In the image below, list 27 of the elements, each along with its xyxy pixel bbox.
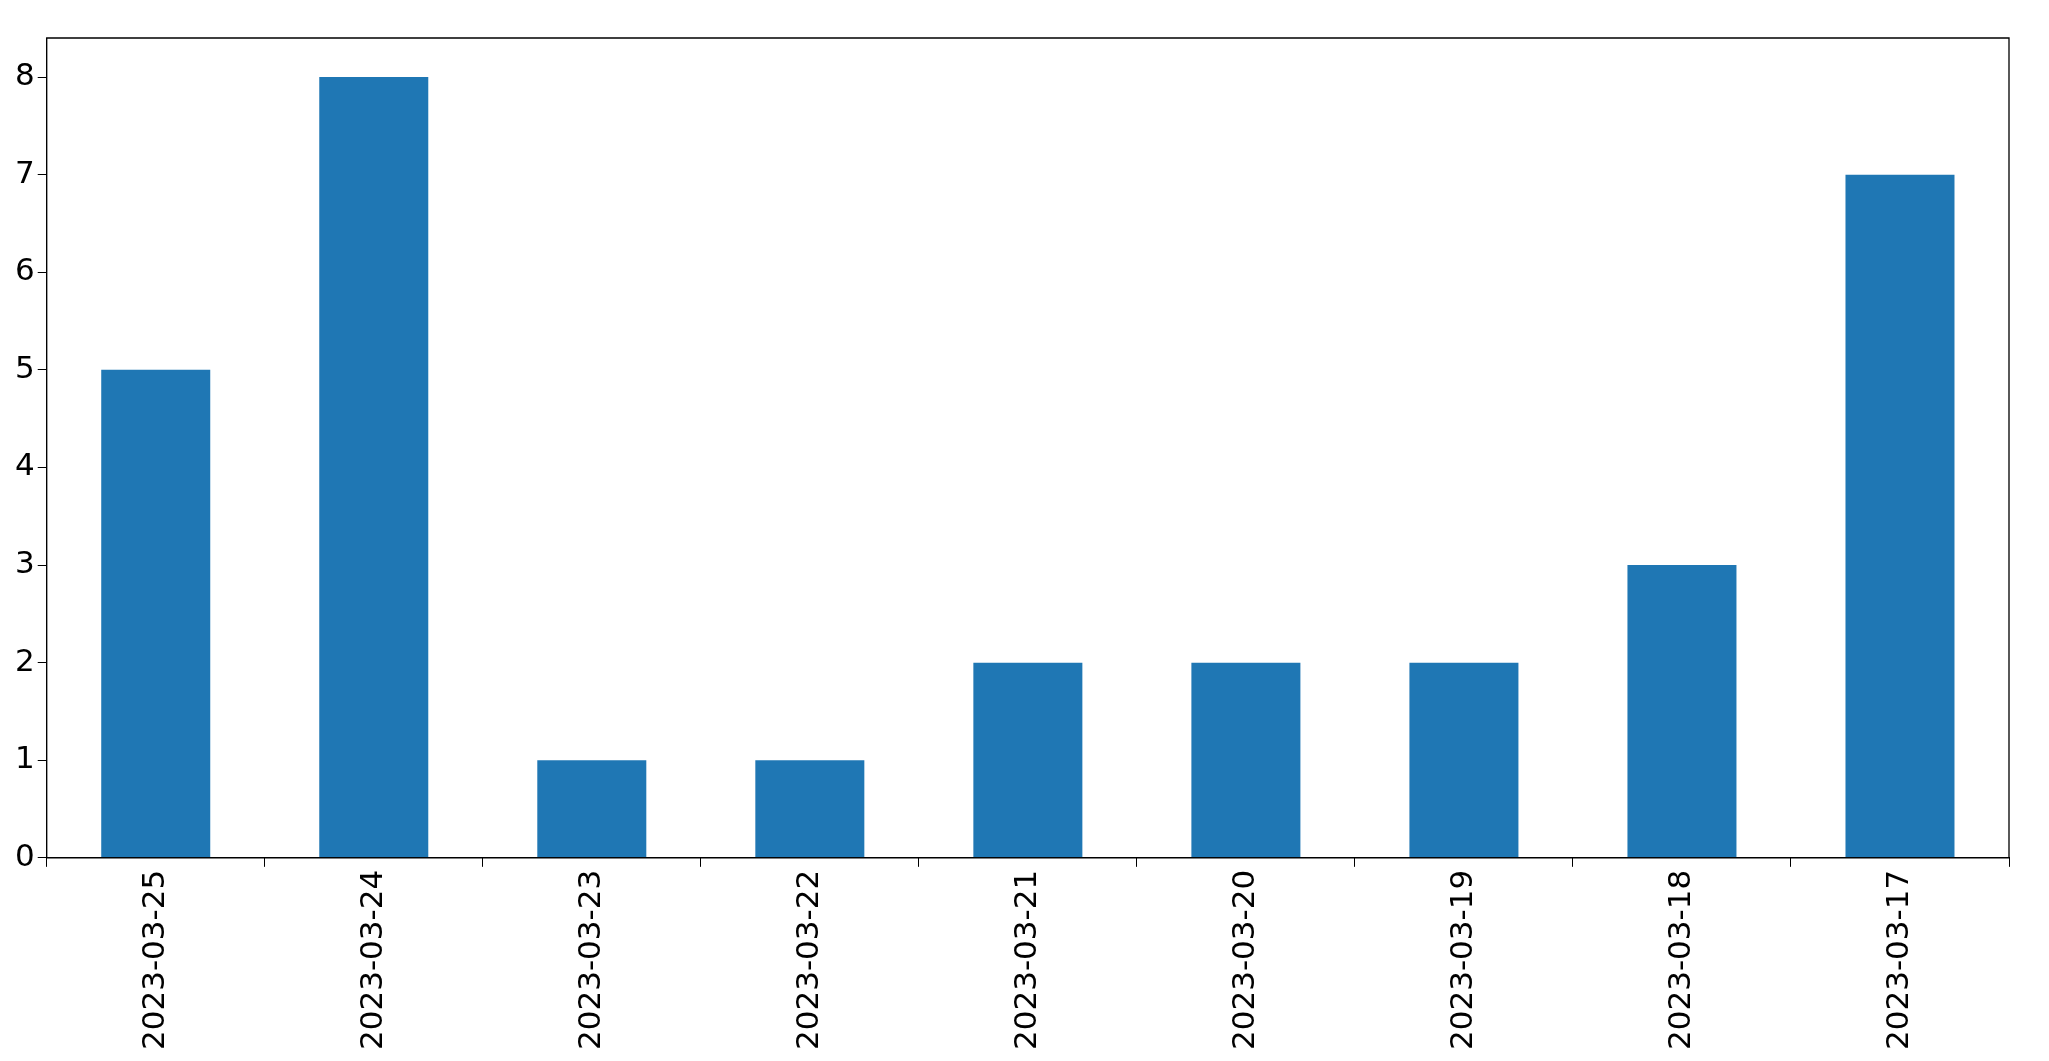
x-tick-label: 2023-03-22	[788, 869, 825, 1051]
y-tick-label: 5	[14, 348, 35, 385]
bar	[1627, 565, 1737, 858]
bar	[319, 77, 429, 858]
bar	[973, 662, 1083, 858]
x-tick-label: 2023-03-21	[1006, 869, 1043, 1051]
bar	[101, 369, 211, 858]
y-tick-label: 2	[14, 641, 35, 678]
x-tick-label: 2023-03-24	[352, 869, 389, 1051]
y-tick-label: 8	[14, 56, 35, 93]
bar	[1191, 662, 1301, 858]
x-tick-label: 2023-03-23	[570, 869, 607, 1051]
y-tick-label: 1	[14, 739, 35, 776]
bar	[1409, 662, 1519, 858]
bar	[1845, 174, 1955, 858]
y-tick-label: 6	[14, 251, 35, 288]
x-tick-label: 2023-03-19	[1442, 869, 1479, 1051]
y-tick-label: 7	[14, 153, 35, 190]
x-tick-label: 2023-03-25	[134, 869, 171, 1051]
x-tick-label: 2023-03-18	[1661, 869, 1697, 1051]
y-tick-label: 0	[14, 836, 35, 873]
x-tick-label: 2023-03-20	[1224, 869, 1261, 1051]
bar	[755, 760, 865, 858]
y-tick-label: 4	[14, 446, 35, 483]
y-tick-label: 3	[14, 544, 35, 581]
bar	[537, 760, 647, 858]
x-tick-label: 2023-03-17	[1879, 869, 1916, 1051]
